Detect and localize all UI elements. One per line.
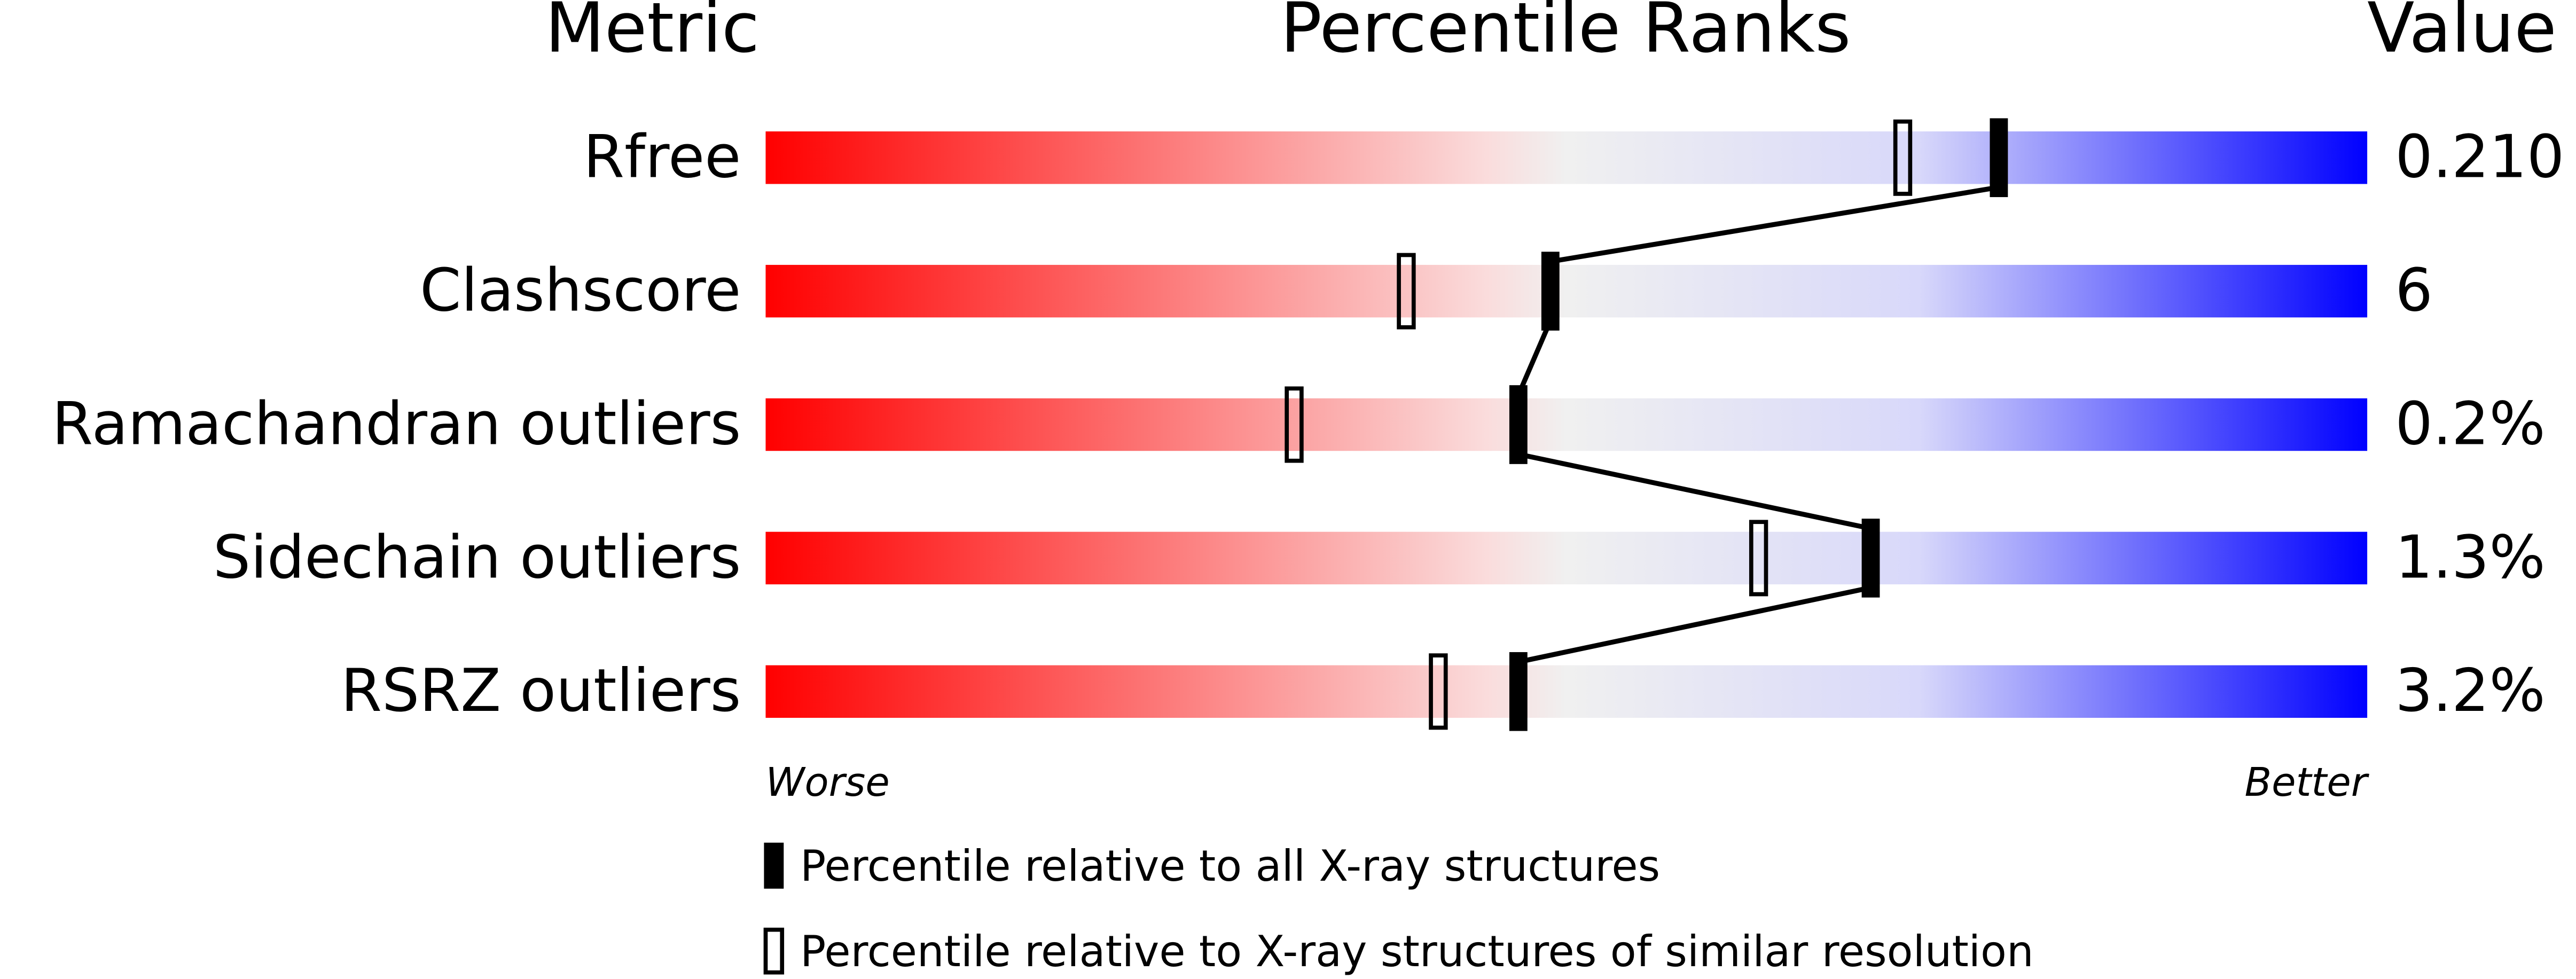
connector-line	[1517, 585, 1872, 664]
metric-label: Clashscore	[420, 256, 741, 325]
connector-line	[1516, 319, 1553, 396]
metric-label: Rfree	[583, 123, 741, 192]
metric-label: Ramachandran outliers	[52, 389, 741, 458]
percentile-marker-open	[1749, 520, 1768, 597]
percentile-marker-open	[1429, 653, 1448, 730]
percentile-marker	[1509, 652, 1528, 731]
metric-value: 0.210	[2395, 123, 2564, 192]
percentile-bar	[765, 264, 2368, 318]
legend-label: Percentile relative to X-ray structures …	[800, 927, 2034, 976]
legend-swatch	[763, 927, 785, 975]
percentile-marker	[1509, 385, 1528, 464]
metric-value: 1.3%	[2395, 523, 2545, 592]
metric-label: Sidechain outliers	[213, 523, 741, 592]
percentile-bar	[765, 131, 2368, 184]
percentile-bar	[765, 531, 2368, 585]
metric-label: RSRZ outliers	[341, 656, 741, 725]
metric-header: Metric	[545, 0, 760, 68]
better-label: Better	[2244, 759, 2369, 805]
percentile-marker	[1990, 118, 2008, 198]
percentile-bar	[765, 398, 2368, 451]
metric-value: 0.2%	[2395, 389, 2545, 458]
percentile-marker-open	[1285, 386, 1304, 463]
percentile-marker	[1541, 252, 1560, 331]
percentile-bar	[765, 665, 2368, 718]
legend-swatch	[764, 842, 784, 889]
legend-label: Percentile relative to all X-ray structu…	[800, 841, 1660, 891]
connector-line	[1517, 451, 1872, 531]
percentile-marker	[1861, 519, 1880, 598]
metric-value: 6	[2395, 256, 2432, 325]
percentile-marker-open	[1893, 119, 1913, 196]
connector-line	[1550, 185, 2000, 264]
metric-value: 3.2%	[2395, 656, 2545, 725]
ranks-header: Percentile Ranks	[1280, 0, 1851, 68]
percentile-marker-open	[1397, 253, 1416, 330]
value-header: Value	[2367, 0, 2557, 68]
worse-label: Worse	[765, 759, 889, 805]
